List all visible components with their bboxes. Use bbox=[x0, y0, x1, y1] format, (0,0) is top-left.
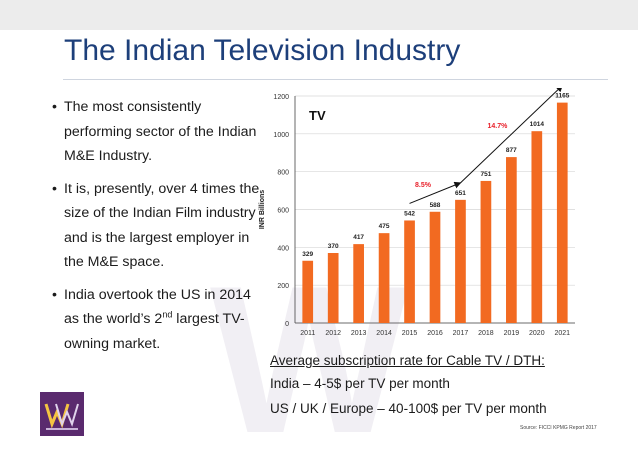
bar bbox=[327, 253, 339, 323]
chart-title: TV bbox=[309, 108, 326, 123]
subscription-international: US / UK / Europe – 40-100$ per TV per mo… bbox=[270, 401, 547, 416]
x-tick-label: 2021 bbox=[554, 330, 570, 337]
bullet-text: The most consistently performing sector … bbox=[64, 99, 257, 164]
subscription-india: India – 4-5$ per TV per month bbox=[270, 376, 450, 391]
bullet-text: India overtook the US in 2014 as the wor… bbox=[64, 286, 251, 328]
title-divider bbox=[63, 79, 608, 80]
x-tick-label: 2016 bbox=[427, 330, 443, 337]
y-tick-label: 800 bbox=[277, 170, 289, 177]
x-tick-label: 2018 bbox=[478, 330, 494, 337]
data-label: 475 bbox=[379, 223, 390, 230]
data-label: 588 bbox=[430, 202, 441, 209]
bar bbox=[404, 220, 415, 323]
bar bbox=[556, 102, 568, 323]
y-tick-label: 1000 bbox=[273, 132, 289, 139]
data-label: 329 bbox=[302, 251, 313, 258]
y-tick-label: 600 bbox=[277, 208, 289, 215]
bar bbox=[353, 244, 364, 323]
y-tick-label: 1200 bbox=[273, 94, 289, 101]
data-label: 370 bbox=[328, 243, 339, 250]
x-tick-label: 2011 bbox=[300, 330, 315, 337]
x-tick-label: 2012 bbox=[325, 330, 341, 337]
data-label: 1165 bbox=[555, 93, 569, 100]
bar bbox=[378, 233, 390, 323]
bullet-list: The most consistently performing sector … bbox=[50, 95, 260, 364]
growth-arrow bbox=[409, 181, 462, 204]
bar bbox=[429, 211, 441, 323]
bullet-item: India overtook the US in 2014 as the wor… bbox=[50, 283, 260, 357]
bar bbox=[455, 199, 466, 323]
x-tick-label: 2014 bbox=[376, 330, 392, 337]
data-label: 751 bbox=[480, 171, 491, 178]
data-label: 1014 bbox=[530, 121, 545, 128]
y-axis-label: INR Billions bbox=[259, 190, 266, 229]
subscription-heading: Average subscription rate for Cable TV /… bbox=[270, 353, 545, 368]
page-title: The Indian Television Industry bbox=[64, 34, 461, 67]
x-tick-label: 2017 bbox=[453, 330, 469, 337]
y-tick-label: 0 bbox=[285, 321, 289, 328]
top-band bbox=[0, 0, 638, 30]
growth-arrow bbox=[460, 88, 563, 184]
x-tick-label: 2019 bbox=[504, 330, 520, 337]
bullet-text: It is, presently, over 4 times the size … bbox=[64, 180, 260, 271]
y-tick-label: 200 bbox=[277, 283, 289, 290]
ordinal-suffix: nd bbox=[162, 309, 173, 320]
tv-revenue-chart: 0 200 400 600 800 1000 1200 INR Billions TV 329 20… bbox=[259, 88, 575, 337]
x-tick-label: 2015 bbox=[402, 330, 418, 337]
bullet-item: It is, presently, over 4 times the size … bbox=[50, 177, 260, 275]
data-label: 542 bbox=[404, 210, 415, 217]
bar bbox=[302, 260, 314, 323]
growth-label: 14.7% bbox=[488, 123, 509, 130]
bullet-text-tail: largest TV-owning market. bbox=[64, 311, 245, 352]
growth-label: 8.5% bbox=[415, 182, 432, 189]
data-label: 417 bbox=[353, 234, 364, 241]
data-label: 877 bbox=[506, 147, 517, 154]
x-tick-label: 2020 bbox=[529, 330, 545, 337]
bar bbox=[531, 131, 543, 323]
y-tick-label: 400 bbox=[277, 245, 289, 252]
source-note: Source: FICCI KPMG Report 2017 bbox=[520, 425, 597, 431]
x-tick-label: 2013 bbox=[351, 330, 367, 337]
bar bbox=[480, 180, 492, 323]
brand-logo bbox=[40, 392, 84, 436]
bullet-item: The most consistently performing sector … bbox=[50, 95, 260, 169]
data-label: 651 bbox=[455, 190, 466, 197]
bar bbox=[506, 157, 517, 323]
